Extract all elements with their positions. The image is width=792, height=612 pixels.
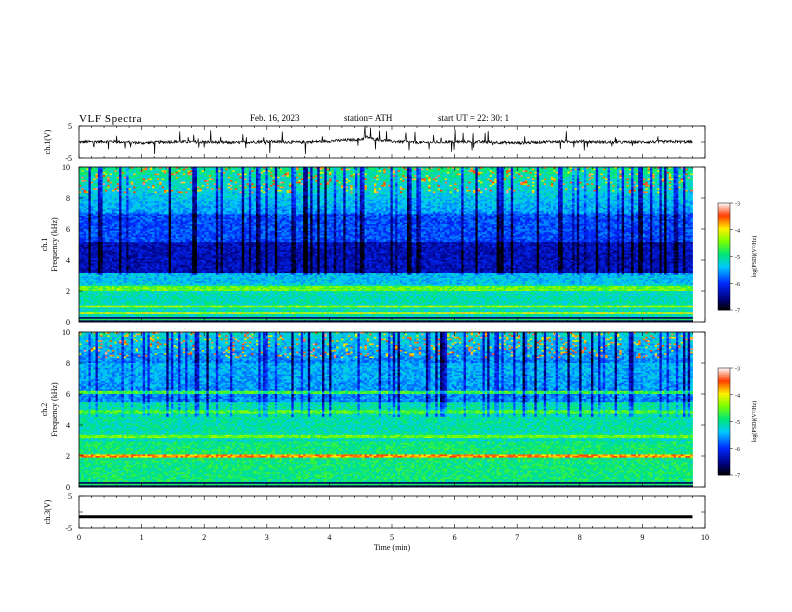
ch1-ytick-label: 5	[68, 122, 72, 131]
ch1-spectrogram-image	[79, 167, 693, 322]
ch1-ytick-label: -5	[65, 154, 72, 163]
vlf-spectra-figure: VLF Spectra Feb. 16, 2023 station= ATH s…	[0, 0, 792, 612]
ch1-ylabel: ch.1(V)	[43, 129, 52, 154]
ch1-trace	[79, 126, 693, 155]
plot-area: 5-5ch.1(V)0246810ch.1 Frequency (kHz)-3-4…	[0, 0, 792, 612]
